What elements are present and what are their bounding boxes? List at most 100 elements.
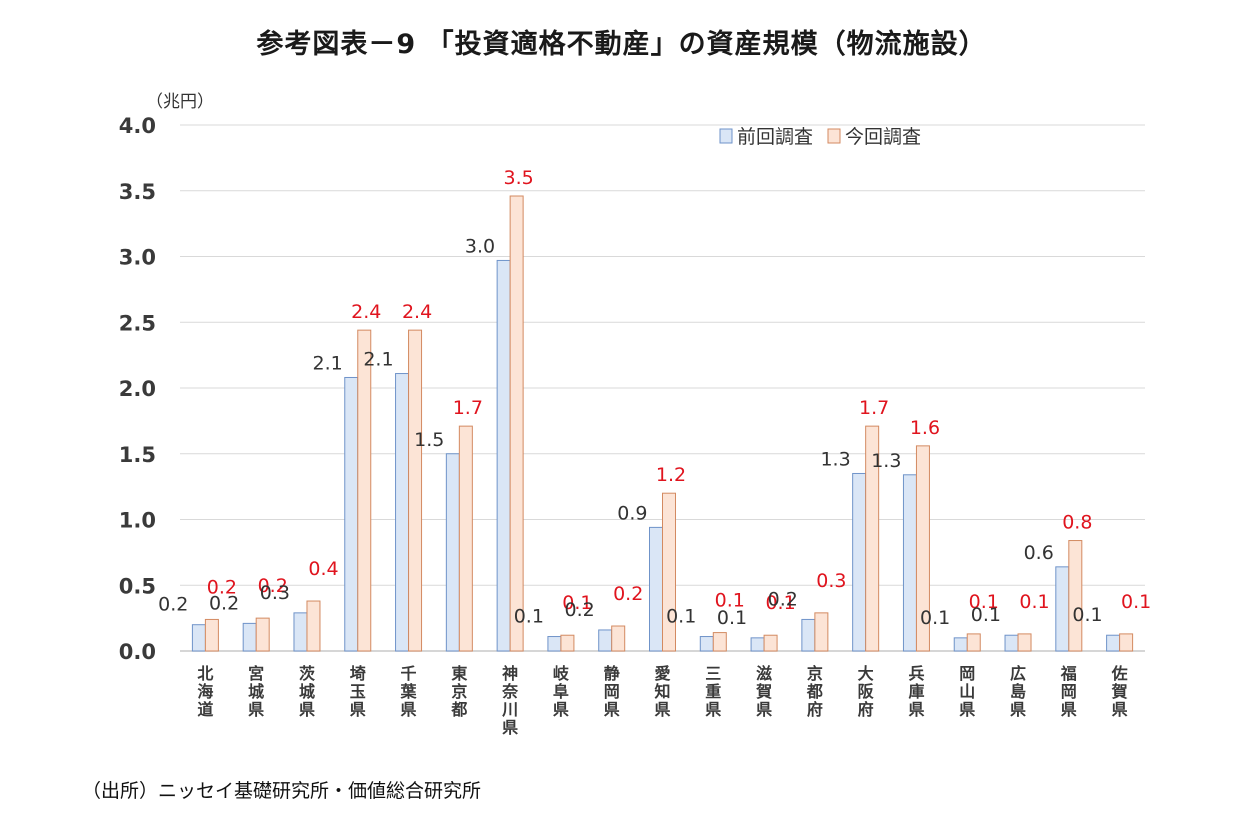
data-label-current: 2.4 [402,301,432,323]
x-tick-label: 佐賀県 [1111,664,1128,719]
x-tick-label: 北海道 [197,664,213,719]
data-label-previous: 0.1 [717,607,747,629]
data-label-previous: 0.1 [920,607,950,629]
bar-current [1119,633,1134,652]
x-tick-label: 埼玉県 [350,664,366,719]
x-tick-label: 愛知県 [654,664,670,719]
bar-current [712,632,727,652]
data-label-previous: 0.2 [209,592,239,614]
data-label-previous: 0.2 [158,594,188,616]
data-label-current: 1.2 [656,464,686,486]
bar-previous [496,259,511,652]
data-label-previous: 1.3 [871,450,901,472]
x-tick-label: 千葉県 [400,664,418,719]
y-tick-label: 3.0 [119,246,156,270]
y-unit-label: （兆円） [146,92,214,112]
axes: 0.0 0.5 1.0 1.5 2.0 2.5 3.0 3.5 4.0（兆円） 北海道 宮城県 茨城県… [119,92,1145,737]
data-label-current: 0.1 [1019,591,1049,613]
x-tick-label: 滋賀県 [755,664,772,719]
bar-current [357,329,372,652]
bar-current [560,634,575,652]
x-tick-label: 東京都 [450,664,467,719]
bar-current [966,633,981,652]
bar-previous [649,526,663,652]
bar-previous [1004,634,1019,652]
data-label-previous: 0.1 [971,604,1001,626]
y-tick-label: 3.5 [119,180,156,204]
bar-current [915,445,930,652]
bar-current [865,425,880,652]
x-tick-label: 神奈川県 [501,664,519,737]
data-label-current: 3.5 [504,167,534,189]
data-label-current: 0.1 [969,591,999,613]
data-label-current: 1.7 [859,397,889,419]
legend-label: 今回調査 [845,126,921,148]
bar-current [306,600,321,652]
chart-title: 参考図表－9 「投資適格不動産」の資産規模（物流施設） [256,29,987,60]
y-tick-label: 0.0 [119,640,156,664]
bar-previous [598,629,613,652]
bar-current [458,425,473,652]
data-label-previous: 0.9 [617,502,647,524]
bar-previous [242,622,257,652]
data-label-current: 0.2 [258,575,288,597]
data-label-previous: 0.2 [768,588,798,610]
x-tick-label: 静岡県 [604,664,620,719]
y-tick-label: 2.0 [119,377,156,401]
data-label-previous: 0.2 [564,599,594,621]
bar-previous [902,474,917,652]
bar-current [1017,633,1032,652]
bar-previous [395,373,410,652]
bar-previous [191,624,206,652]
data-label-previous: 0.1 [666,606,696,628]
x-tick-label: 大阪府 [858,664,875,719]
x-tick-label: 岡山県 [959,664,975,719]
x-tick-label: 岐阜県 [553,664,569,719]
data-label-current: 0.1 [1121,591,1151,613]
bar-current [1068,540,1083,652]
data-label-previous: 0.1 [1072,604,1102,626]
data-labels: 0.20.20.20.20.30.42.12.42.12.41.51.73.03… [158,167,1151,629]
y-tick-label: 2.5 [119,311,156,335]
source-note: （出所）ニッセイ基礎研究所・価値総合研究所 [82,780,482,802]
legend-label: 前回調査 [737,126,813,148]
x-tick-label: 三重県 [705,664,721,719]
bar-current [763,634,778,652]
y-tick-label: 0.5 [119,574,156,598]
bar-current [408,329,423,652]
bar-current [611,625,626,652]
legend: 前回調査 今回調査 [719,126,921,148]
data-label-current: 0.1 [765,592,795,614]
legend-swatch [827,128,841,144]
data-label-previous: 0.1 [514,606,544,628]
bar-previous [750,637,765,652]
legend-swatch [719,128,733,144]
bar-current [255,617,270,652]
bar-current [509,195,524,652]
data-label-previous: 0.6 [1024,542,1054,564]
bar-previous [699,636,714,652]
data-label-previous: 3.0 [465,235,495,257]
data-label-previous: 2.1 [313,352,343,374]
data-label-current: 2.4 [351,301,381,323]
data-label-current: 0.3 [816,570,846,592]
bar-previous [953,637,968,652]
bar-previous [547,636,562,652]
bar-previous [852,472,867,652]
x-tick-label: 広島県 [1010,664,1026,719]
bar-previous [1055,566,1070,652]
bar-current [814,612,829,652]
bar-previous [1106,634,1121,652]
data-label-current: 0.4 [308,558,338,580]
x-tick-label: 茨城県 [299,664,315,719]
data-label-previous: 1.5 [414,429,444,451]
x-tick-label: 福岡県 [1060,664,1077,719]
data-label-current: 0.8 [1062,512,1092,534]
bar-previous [293,612,308,652]
x-tick-label: 宮城県 [248,664,264,719]
data-label-current: 1.6 [910,417,940,439]
bar-current [662,492,676,652]
x-tick-label: 兵庫県 [908,664,924,719]
bars [191,195,1134,652]
data-label-previous: 0.3 [260,582,290,604]
